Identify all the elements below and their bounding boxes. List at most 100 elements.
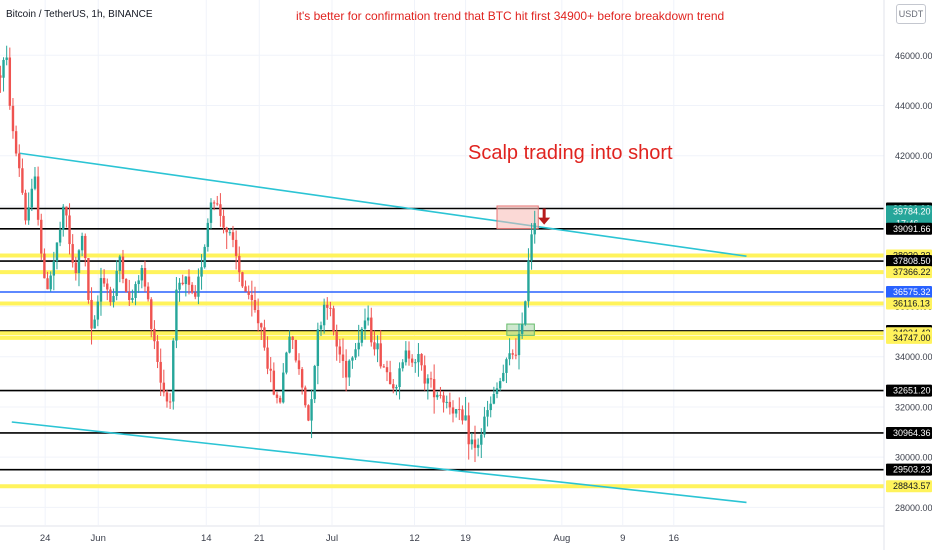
candle-body bbox=[454, 409, 458, 414]
time-tick-label: 16 bbox=[669, 533, 680, 544]
candle-body bbox=[140, 268, 144, 281]
candle-body bbox=[407, 350, 411, 359]
trend-lines[interactable] bbox=[11, 152, 747, 504]
annotation-marks[interactable] bbox=[538, 208, 551, 225]
candle-body bbox=[432, 379, 436, 398]
candle-body bbox=[489, 403, 492, 411]
candle-body bbox=[514, 354, 518, 356]
candle-body bbox=[348, 360, 351, 378]
trade-zones[interactable] bbox=[496, 205, 539, 336]
candle-body bbox=[439, 394, 442, 396]
time-axis[interactable]: 24 Jun 14 21 Jul 12 19 Aug 9 16 bbox=[0, 525, 884, 544]
price-tick-label: 32000.00 bbox=[895, 402, 932, 412]
candle-body bbox=[190, 284, 194, 293]
candle-body bbox=[118, 256, 122, 271]
candle-body bbox=[209, 202, 213, 223]
candle-body bbox=[401, 362, 404, 369]
candle-body bbox=[0, 75, 2, 78]
candle-body bbox=[43, 253, 46, 279]
price-tick-label: 28000.00 bbox=[895, 503, 932, 513]
candle-body bbox=[266, 347, 269, 369]
candle-body bbox=[128, 291, 131, 301]
level-price-label: 36575.32 bbox=[893, 287, 931, 297]
level-price-label: 39091.66 bbox=[893, 224, 931, 234]
price-axis[interactable]: 28000.0030000.0032000.0034000.0036000.00… bbox=[883, 0, 932, 550]
candle-body bbox=[285, 352, 288, 373]
candle-body bbox=[159, 361, 162, 383]
trend-line[interactable] bbox=[19, 152, 747, 258]
candle-body bbox=[473, 439, 477, 448]
candle-body bbox=[379, 343, 382, 367]
candles bbox=[0, 45, 536, 463]
candle-body bbox=[247, 291, 250, 295]
candle-body bbox=[234, 239, 238, 256]
level-price-label: 37366.22 bbox=[893, 267, 931, 277]
candle-body bbox=[124, 278, 128, 292]
candle-body bbox=[423, 365, 426, 384]
candle-body bbox=[30, 188, 34, 208]
candle-body bbox=[146, 286, 150, 300]
candle-body bbox=[5, 57, 8, 60]
level-price-label: 28843.57 bbox=[893, 481, 931, 491]
candle-body bbox=[49, 275, 52, 290]
candle-body bbox=[461, 409, 464, 421]
level-price-label-bg bbox=[886, 255, 932, 268]
candle-body bbox=[366, 317, 370, 321]
candle-body bbox=[222, 215, 225, 228]
candle-body bbox=[131, 297, 134, 301]
candle-body bbox=[90, 299, 93, 329]
candle-body bbox=[194, 292, 197, 297]
candle-body bbox=[451, 407, 455, 414]
candle-body bbox=[495, 388, 499, 395]
candle-body bbox=[344, 360, 348, 378]
candle-body bbox=[373, 342, 376, 350]
candle-body bbox=[445, 401, 448, 403]
candle-body bbox=[134, 284, 137, 298]
trend-line[interactable] bbox=[11, 421, 747, 504]
candle-body bbox=[181, 282, 184, 285]
candle-body bbox=[263, 327, 266, 348]
candle-body bbox=[316, 329, 320, 366]
candle-body bbox=[520, 324, 524, 334]
candle-body bbox=[225, 227, 228, 233]
candle-body bbox=[238, 255, 241, 273]
candle-body bbox=[335, 331, 338, 347]
candle-body bbox=[168, 401, 172, 403]
candle-body bbox=[115, 270, 118, 296]
candle-body bbox=[319, 325, 323, 330]
entry-zone[interactable] bbox=[506, 323, 535, 336]
candle-body bbox=[357, 342, 360, 350]
candle-body bbox=[476, 444, 480, 448]
candle-body bbox=[329, 307, 332, 309]
currency-button[interactable]: USDT bbox=[896, 4, 926, 24]
level-price-label-bg bbox=[886, 480, 932, 493]
candle-body bbox=[395, 387, 398, 389]
candle-body bbox=[84, 235, 87, 259]
candle-body bbox=[341, 354, 345, 361]
candle-body bbox=[508, 353, 511, 360]
candle-body bbox=[483, 416, 486, 435]
candle-body bbox=[241, 272, 244, 287]
candle-body bbox=[376, 343, 379, 350]
candle-body bbox=[206, 222, 210, 247]
candle-body bbox=[106, 283, 109, 290]
candle-body bbox=[178, 282, 181, 290]
candle-body bbox=[464, 415, 467, 421]
time-tick-label: 21 bbox=[254, 533, 265, 544]
candle-body bbox=[404, 350, 408, 363]
time-tick-label: 19 bbox=[460, 533, 471, 544]
level-price-label-bg bbox=[886, 222, 932, 235]
candle-body bbox=[307, 405, 310, 421]
candle-body bbox=[102, 278, 106, 284]
candle-body bbox=[322, 304, 326, 326]
candle-body bbox=[442, 395, 445, 403]
candle-body bbox=[137, 280, 140, 285]
candle-body bbox=[96, 301, 100, 320]
candle-body bbox=[300, 369, 304, 388]
short-zone[interactable] bbox=[496, 205, 539, 230]
time-tick-label: 12 bbox=[409, 533, 420, 544]
candle-body bbox=[480, 434, 483, 445]
candle-body bbox=[219, 204, 222, 216]
